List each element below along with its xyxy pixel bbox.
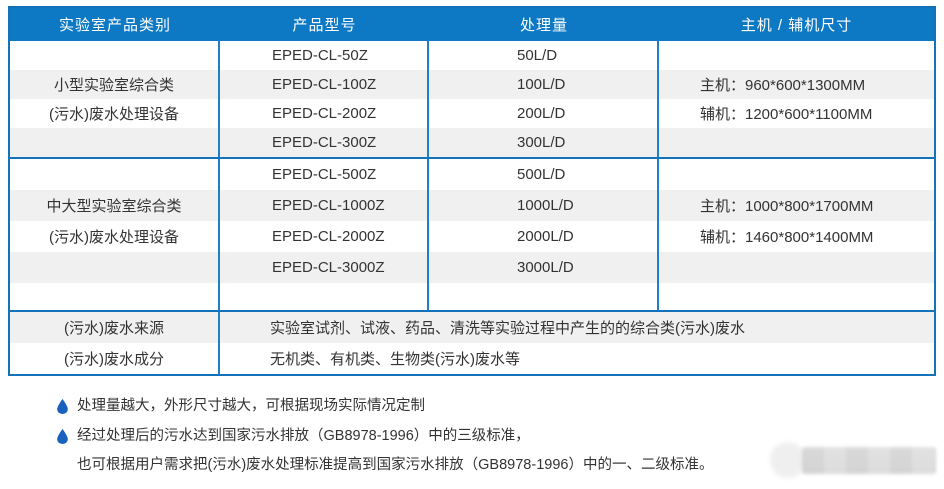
model-cell: EPED-CL-2000Z xyxy=(220,221,429,252)
header-cell-size: 主机 / 辅机尺寸 xyxy=(740,17,853,34)
info-value-cell: 无机类、有机类、生物类(污水)废水等 xyxy=(270,351,520,368)
model-cell: EPED-CL-300Z xyxy=(220,128,429,157)
aux-size-cell: 辅机：1460*800*1400MM xyxy=(700,229,874,246)
category-cell xyxy=(10,128,220,157)
capacity-cell: 300L/D xyxy=(429,128,659,157)
size-cell xyxy=(659,159,934,190)
model-cell: EPED-CL-100Z xyxy=(220,70,429,99)
category-cell: 小型实验室综合类 xyxy=(10,70,220,99)
spec-row: (污水)废水处理设备 EPED-CL-200Z 200L/D 辅机：1200*6… xyxy=(10,99,934,128)
model-cell xyxy=(220,283,429,310)
header-cell-category: 实验室产品类别 xyxy=(58,17,171,34)
table-header-row: 实验室产品类别 产品型号 处理量 主机 / 辅机尺寸 xyxy=(10,8,934,41)
spec-row-empty xyxy=(10,283,934,310)
capacity-cell: 100L/D xyxy=(429,70,659,99)
capacity-cell: 50L/D xyxy=(429,41,659,70)
note-line-1: 经过处理后的污水达到国家污水排放（GB8978-1996）中的三级标准， xyxy=(77,428,530,444)
category-cell: (污水)废水处理设备 xyxy=(10,221,220,252)
aux-size-cell: 辅机：1200*600*1100MM xyxy=(700,106,873,123)
spec-row: (污水)废水处理设备 EPED-CL-2000Z 2000L/D 辅机：1460… xyxy=(10,221,934,252)
note-item: 经过处理后的污水达到国家污水排放（GB8978-1996）中的三级标准， 也可根… xyxy=(57,422,927,480)
spec-row: EPED-CL-300Z 300L/D xyxy=(10,128,934,157)
capacity-cell xyxy=(429,283,659,310)
host-size-cell: 主机：960*600*1300MM xyxy=(700,77,866,94)
section-small-lab: EPED-CL-50Z 50L/D 小型实验室综合类 EPED-CL-100Z … xyxy=(10,41,934,157)
capacity-cell: 3000L/D xyxy=(429,252,659,283)
note-text: 经过处理后的污水达到国家污水排放（GB8978-1996）中的三级标准， 也可根… xyxy=(77,422,713,480)
droplet-icon xyxy=(57,392,77,421)
spec-row: 小型实验室综合类 EPED-CL-100Z 100L/D 主机：960*600*… xyxy=(10,70,934,99)
category-cell xyxy=(10,252,220,283)
capacity-cell: 200L/D xyxy=(429,99,659,128)
size-cell xyxy=(659,128,934,157)
model-cell: EPED-CL-500Z xyxy=(220,159,429,190)
info-label-cell: (污水)废水来源 xyxy=(10,312,220,343)
spec-table: 实验室产品类别 产品型号 处理量 主机 / 辅机尺寸 EPED-CL-50Z 5… xyxy=(8,6,936,376)
info-row: (污水)废水来源 实验室试剂、试液、药品、清洗等实验过程中产生的的综合类(污水)… xyxy=(10,312,934,343)
section-large-lab: EPED-CL-500Z 500L/D 中大型实验室综合类 EPED-CL-10… xyxy=(10,157,934,310)
spec-row: EPED-CL-3000Z 3000L/D xyxy=(10,252,934,283)
droplet-icon xyxy=(57,422,77,451)
category-cell xyxy=(10,283,220,310)
size-cell xyxy=(659,283,934,310)
note-line-2: 也可根据用户需求把(污水)废水处理标准提高到国家污水排放（GB8978-1996… xyxy=(77,457,714,473)
category-cell: 中大型实验室综合类 xyxy=(10,190,220,221)
category-cell: (污水)废水处理设备 xyxy=(10,99,220,128)
size-cell xyxy=(659,252,934,283)
capacity-cell: 500L/D xyxy=(429,159,659,190)
spec-row: EPED-CL-50Z 50L/D xyxy=(10,41,934,70)
category-cell xyxy=(10,159,220,190)
note-item: 处理量越大，外形尺寸越大，可根据现场实际情况定制 xyxy=(57,392,927,421)
info-row: (污水)废水成分 无机类、有机类、生物类(污水)废水等 xyxy=(10,343,934,374)
notes: 处理量越大，外形尺寸越大，可根据现场实际情况定制 经过处理后的污水达到国家污水排… xyxy=(57,392,927,481)
host-size-cell: 主机：1000*800*1700MM xyxy=(700,198,874,215)
header-cell-model: 产品型号 xyxy=(292,17,357,34)
model-cell: EPED-CL-200Z xyxy=(220,99,429,128)
header-cell-capacity: 处理量 xyxy=(519,17,568,34)
capacity-cell: 2000L/D xyxy=(429,221,659,252)
note-text: 处理量越大，外形尺寸越大，可根据现场实际情况定制 xyxy=(77,398,425,414)
model-cell: EPED-CL-50Z xyxy=(220,41,429,70)
section-wastewater-info: (污水)废水来源 实验室试剂、试液、药品、清洗等实验过程中产生的的综合类(污水)… xyxy=(10,310,934,374)
spec-row: 中大型实验室综合类 EPED-CL-1000Z 1000L/D 主机：1000*… xyxy=(10,190,934,221)
info-label-cell: (污水)废水成分 xyxy=(10,343,220,374)
model-cell: EPED-CL-3000Z xyxy=(220,252,429,283)
info-value-cell: 实验室试剂、试液、药品、清洗等实验过程中产生的的综合类(污水)废水 xyxy=(270,320,745,337)
category-cell xyxy=(10,41,220,70)
capacity-cell: 1000L/D xyxy=(429,190,659,221)
size-cell xyxy=(659,41,934,70)
spec-row: EPED-CL-500Z 500L/D xyxy=(10,159,934,190)
model-cell: EPED-CL-1000Z xyxy=(220,190,429,221)
